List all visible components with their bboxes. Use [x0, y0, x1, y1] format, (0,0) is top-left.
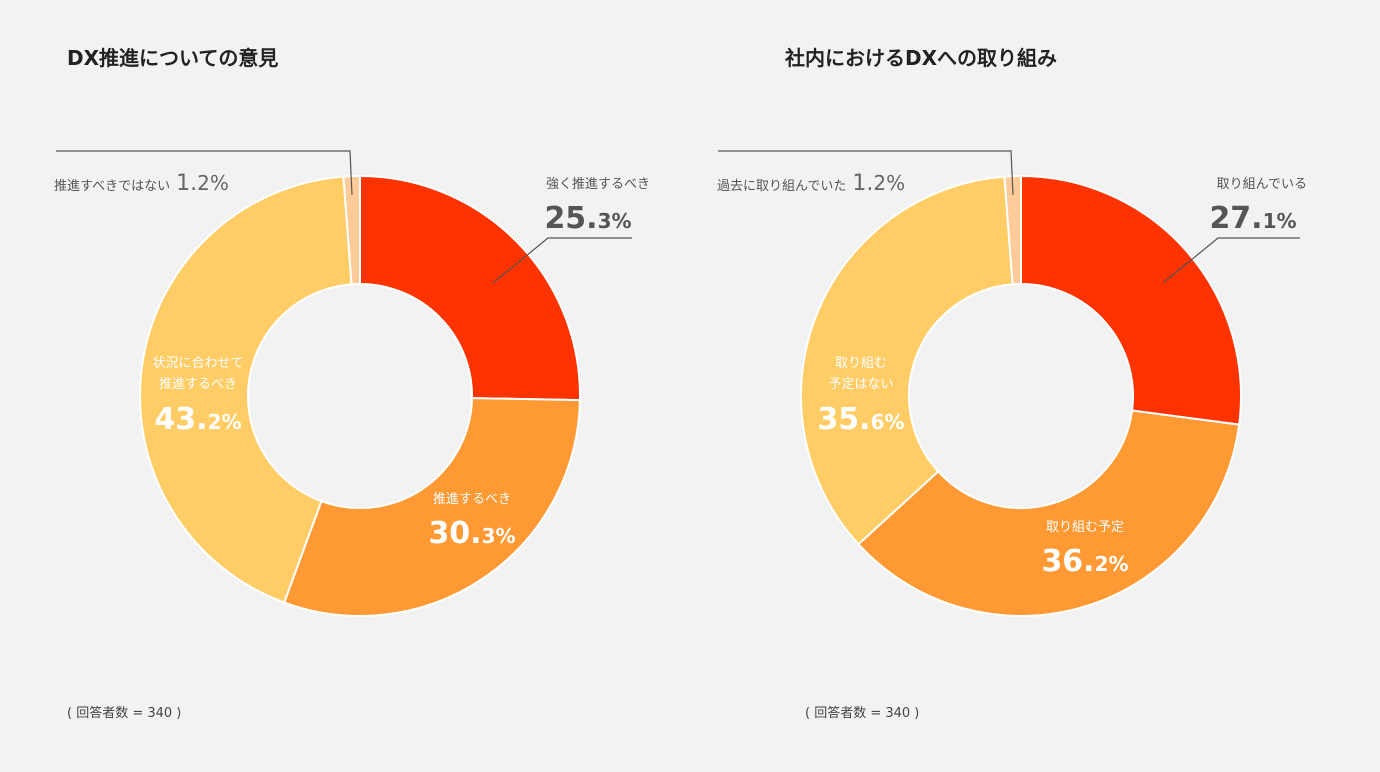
donut-slice — [359, 174, 581, 402]
chart-2: 社内におけるDXへの取り組み 過去に取り組んでいた 1.2% 取り組んでいる 27… — [717, 46, 1307, 721]
value-planned: 36.2% — [1041, 544, 1128, 579]
label-depends-1: 状況に合わせて — [152, 356, 243, 371]
donut-slice — [856, 409, 1241, 618]
chart-1-note: ( 回答者数 = 340 ) — [67, 705, 181, 721]
leader-line-small — [56, 150, 353, 196]
chart-2-note: ( 回答者数 = 340 ) — [805, 705, 919, 721]
leader-line-strong — [492, 237, 632, 284]
label-strong: 強く推進するべき — [546, 177, 650, 192]
leader-line-doing — [1162, 237, 1300, 284]
chart-1-donut — [139, 174, 581, 617]
donut-slice — [1003, 174, 1022, 286]
donut-slice — [342, 174, 361, 286]
chart-2-title: 社内におけるDXへの取り組み — [784, 46, 1057, 70]
leader-line-small — [718, 150, 1014, 196]
label-past: 過去に取り組んでいた 1.2% — [717, 171, 905, 196]
label-no-plan-2: 予定はない — [828, 377, 893, 392]
value-strong: 25.3% — [544, 201, 631, 236]
label-depends-2: 推進するべき — [159, 377, 237, 392]
label-should: 推進するべき — [433, 492, 511, 507]
value-depends: 43.2% — [154, 402, 241, 437]
donut-slice — [800, 175, 1014, 546]
label-planned: 取り組む予定 — [1046, 520, 1124, 535]
chart-2-donut — [800, 174, 1242, 618]
donut-slice — [1020, 174, 1242, 426]
label-doing: 取り組んでいる — [1217, 177, 1307, 192]
label-no-plan-1: 取り組む — [835, 356, 887, 371]
donut-slice — [282, 397, 581, 617]
value-should: 30.3% — [428, 516, 515, 551]
value-no-plan: 35.6% — [817, 402, 904, 437]
label-not-promote: 推進すべきではない 1.2% — [54, 171, 229, 196]
donut-slice — [139, 175, 353, 604]
value-doing: 27.1% — [1209, 201, 1296, 236]
chart-1-title: DX推進についての意見 — [67, 46, 278, 70]
chart-1: DX推進についての意見 推進すべきではない 1.2% 強く推進するべき 25.3%… — [54, 46, 650, 721]
